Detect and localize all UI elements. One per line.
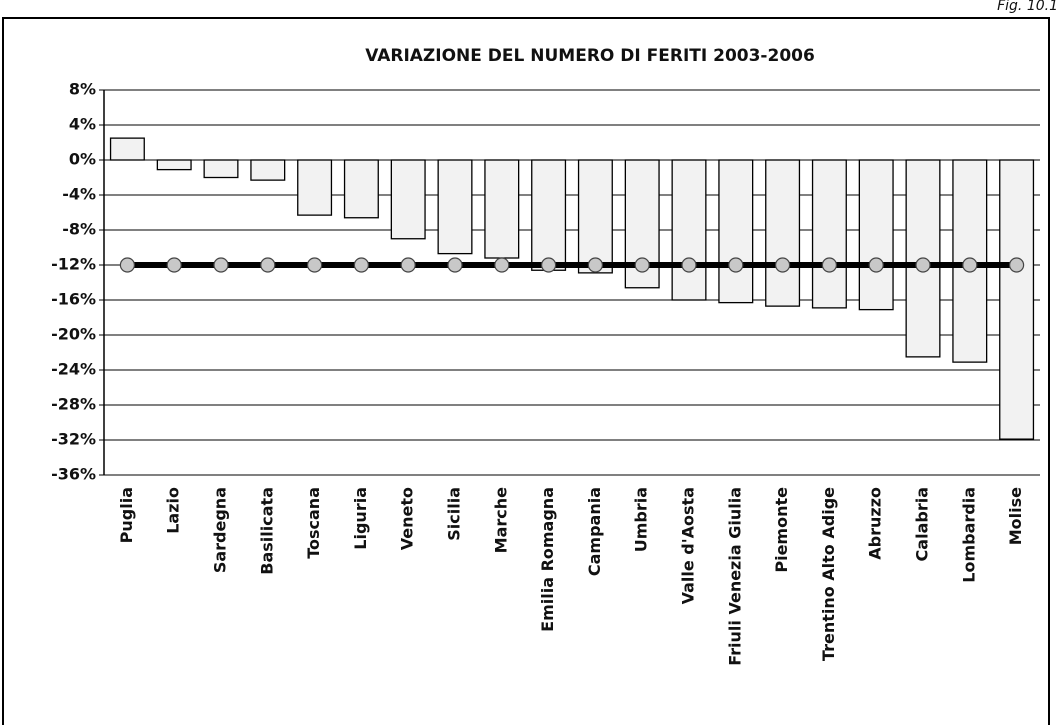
y-tick-label: 4%	[69, 115, 96, 134]
line-marker	[728, 257, 744, 273]
bar	[250, 159, 286, 181]
bar	[390, 159, 426, 240]
line-marker	[915, 257, 931, 273]
y-tick-label: -8%	[62, 220, 96, 239]
bar	[811, 159, 847, 309]
y-tick-label: 0%	[69, 150, 96, 169]
x-tick-label: Piemonte	[772, 487, 791, 573]
x-tick-label: Umbria	[632, 487, 651, 552]
x-tick-label: Liguria	[351, 487, 370, 550]
x-tick-label: Puglia	[117, 487, 136, 543]
bar	[297, 159, 333, 216]
bar	[531, 159, 567, 271]
line-marker	[774, 257, 791, 273]
bar	[343, 159, 379, 219]
line-marker	[540, 257, 557, 273]
x-tick-label: Trentino Alto Adige	[819, 487, 838, 661]
line-marker	[634, 257, 650, 273]
y-tick-label: -12%	[51, 255, 96, 274]
line-marker	[821, 257, 838, 273]
bar	[484, 159, 520, 259]
y-tick-label: -28%	[51, 395, 96, 414]
x-tick-label: Campania	[585, 487, 604, 576]
bar	[577, 159, 613, 274]
x-tick-label: Lombardia	[959, 487, 978, 583]
x-tick-label: Sicilia	[445, 487, 464, 541]
line-marker	[962, 257, 978, 273]
x-tick-label: Emilia Romagna	[538, 487, 557, 632]
line-marker	[400, 257, 416, 273]
y-tick-label: -32%	[51, 430, 96, 449]
y-tick-label: -20%	[51, 325, 96, 344]
line-marker	[681, 257, 697, 273]
frame	[2, 17, 1050, 725]
x-tick-label: Sardegna	[211, 487, 230, 573]
bar	[109, 137, 145, 161]
y-tick-label: -4%	[62, 185, 96, 204]
x-tick-label: Toscana	[304, 487, 323, 559]
y-tick-label: -16%	[51, 290, 96, 309]
bar	[765, 159, 801, 307]
line-marker	[353, 257, 369, 273]
x-tick-label: Abruzzo	[866, 487, 885, 560]
x-tick-label: Lazio	[164, 487, 183, 534]
line-marker	[260, 257, 276, 273]
bar	[718, 159, 754, 304]
line-marker	[213, 257, 229, 273]
y-tick-label: -36%	[51, 465, 96, 484]
line-marker	[166, 257, 182, 273]
chart-title: VARIAZIONE DEL NUMERO DI FERITI 2003-200…	[365, 46, 815, 66]
line-marker	[868, 257, 884, 273]
bar	[437, 159, 473, 255]
bar	[203, 159, 239, 179]
line-marker	[447, 257, 463, 273]
x-tick-label: Marche	[491, 487, 510, 553]
bar	[858, 159, 894, 311]
y-tick-label: 8%	[69, 80, 96, 99]
line-marker	[119, 257, 136, 273]
line-marker	[494, 257, 510, 273]
line-marker	[307, 257, 323, 273]
x-tick-label: Basilicata	[257, 487, 276, 575]
x-tick-label: Friuli Venezia Giulia	[725, 487, 744, 666]
line-marker	[587, 257, 604, 273]
x-tick-label: Molise	[1006, 487, 1025, 545]
x-tick-label: Valle d'Aosta	[679, 487, 698, 604]
y-tick-label: -24%	[51, 360, 96, 379]
bar	[156, 159, 192, 171]
x-tick-label: Calabria	[913, 487, 932, 561]
figure-label: Fig. 10.1	[997, 0, 1058, 14]
line-marker	[1008, 257, 1025, 273]
x-tick-label: Veneto	[398, 487, 417, 550]
bar	[999, 159, 1035, 440]
bar	[671, 159, 707, 301]
